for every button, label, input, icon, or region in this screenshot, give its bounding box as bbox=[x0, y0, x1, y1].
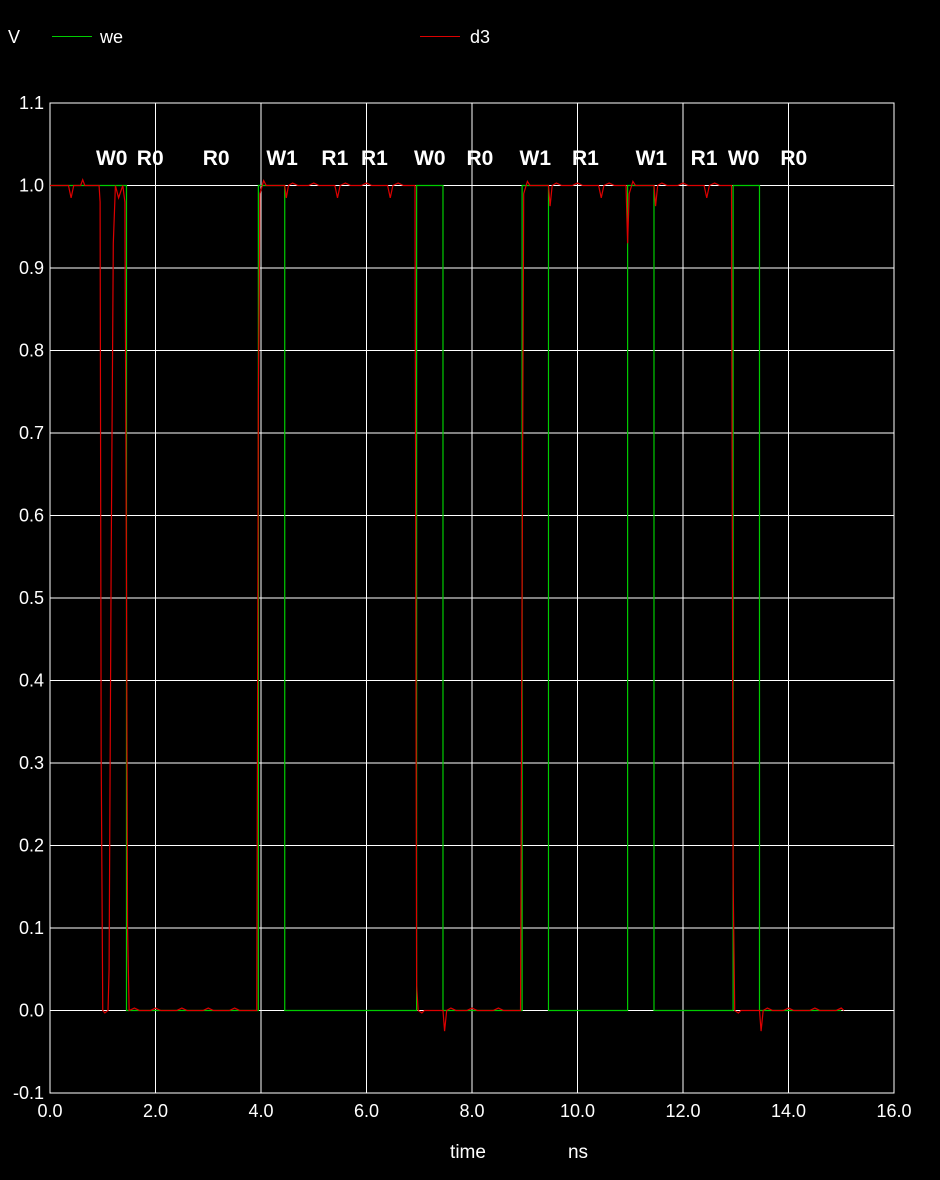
x-axis-unit: ns bbox=[568, 1142, 588, 1163]
y-tick-label: 0.8 bbox=[19, 341, 44, 361]
x-tick-label: 0.0 bbox=[37, 1101, 62, 1121]
y-tick-label: 0.3 bbox=[19, 753, 44, 773]
operation-annotation: R0 bbox=[780, 147, 807, 170]
operation-annotation: W1 bbox=[636, 147, 668, 170]
y-tick-label: 0.6 bbox=[19, 506, 44, 526]
x-tick-label: 4.0 bbox=[248, 1101, 273, 1121]
x-tick-label: 12.0 bbox=[665, 1101, 700, 1121]
legend-label-we: we bbox=[100, 27, 124, 47]
operation-annotation: W1 bbox=[520, 147, 552, 170]
y-tick-label: 0.5 bbox=[19, 588, 44, 608]
x-tick-label: 10.0 bbox=[560, 1101, 595, 1121]
y-tick-label: 0.0 bbox=[19, 1001, 44, 1021]
y-tick-label: 0.2 bbox=[19, 836, 44, 856]
y-tick-label: 0.9 bbox=[19, 258, 44, 278]
operation-annotation: W0 bbox=[96, 147, 128, 170]
legend-label-d3: d3 bbox=[470, 27, 491, 47]
y-tick-label: 0.1 bbox=[19, 918, 44, 938]
operation-annotation: R1 bbox=[691, 147, 718, 170]
operation-annotation: R1 bbox=[572, 147, 599, 170]
y-tick-label: -0.1 bbox=[13, 1083, 44, 1103]
series-line-d3 bbox=[50, 177, 845, 1032]
legend: V we d3 bbox=[0, 0, 940, 80]
operation-annotation: R0 bbox=[137, 147, 164, 170]
operation-annotation: R0 bbox=[203, 147, 230, 170]
operation-annotation: W1 bbox=[266, 147, 298, 170]
x-tick-label: 14.0 bbox=[771, 1101, 806, 1121]
operation-annotation: W0 bbox=[414, 147, 446, 170]
operation-annotation: R1 bbox=[321, 147, 348, 170]
y-tick-label: 0.4 bbox=[19, 671, 44, 691]
x-tick-label: 16.0 bbox=[876, 1101, 911, 1121]
operation-annotation: R1 bbox=[361, 147, 388, 170]
operation-annotation: W0 bbox=[728, 147, 760, 170]
x-tick-label: 8.0 bbox=[459, 1101, 484, 1121]
legend-swatch-we bbox=[52, 36, 92, 37]
y-axis-unit-label: V bbox=[8, 27, 21, 47]
x-tick-label: 6.0 bbox=[354, 1101, 379, 1121]
y-tick-label: 1.1 bbox=[19, 93, 44, 113]
legend-swatch-d3 bbox=[420, 36, 460, 37]
y-tick-label: 1.0 bbox=[19, 176, 44, 196]
y-tick-label: 0.7 bbox=[19, 423, 44, 443]
x-axis-label: time bbox=[450, 1142, 486, 1163]
x-tick-label: 2.0 bbox=[143, 1101, 168, 1121]
operation-annotation: R0 bbox=[466, 147, 493, 170]
